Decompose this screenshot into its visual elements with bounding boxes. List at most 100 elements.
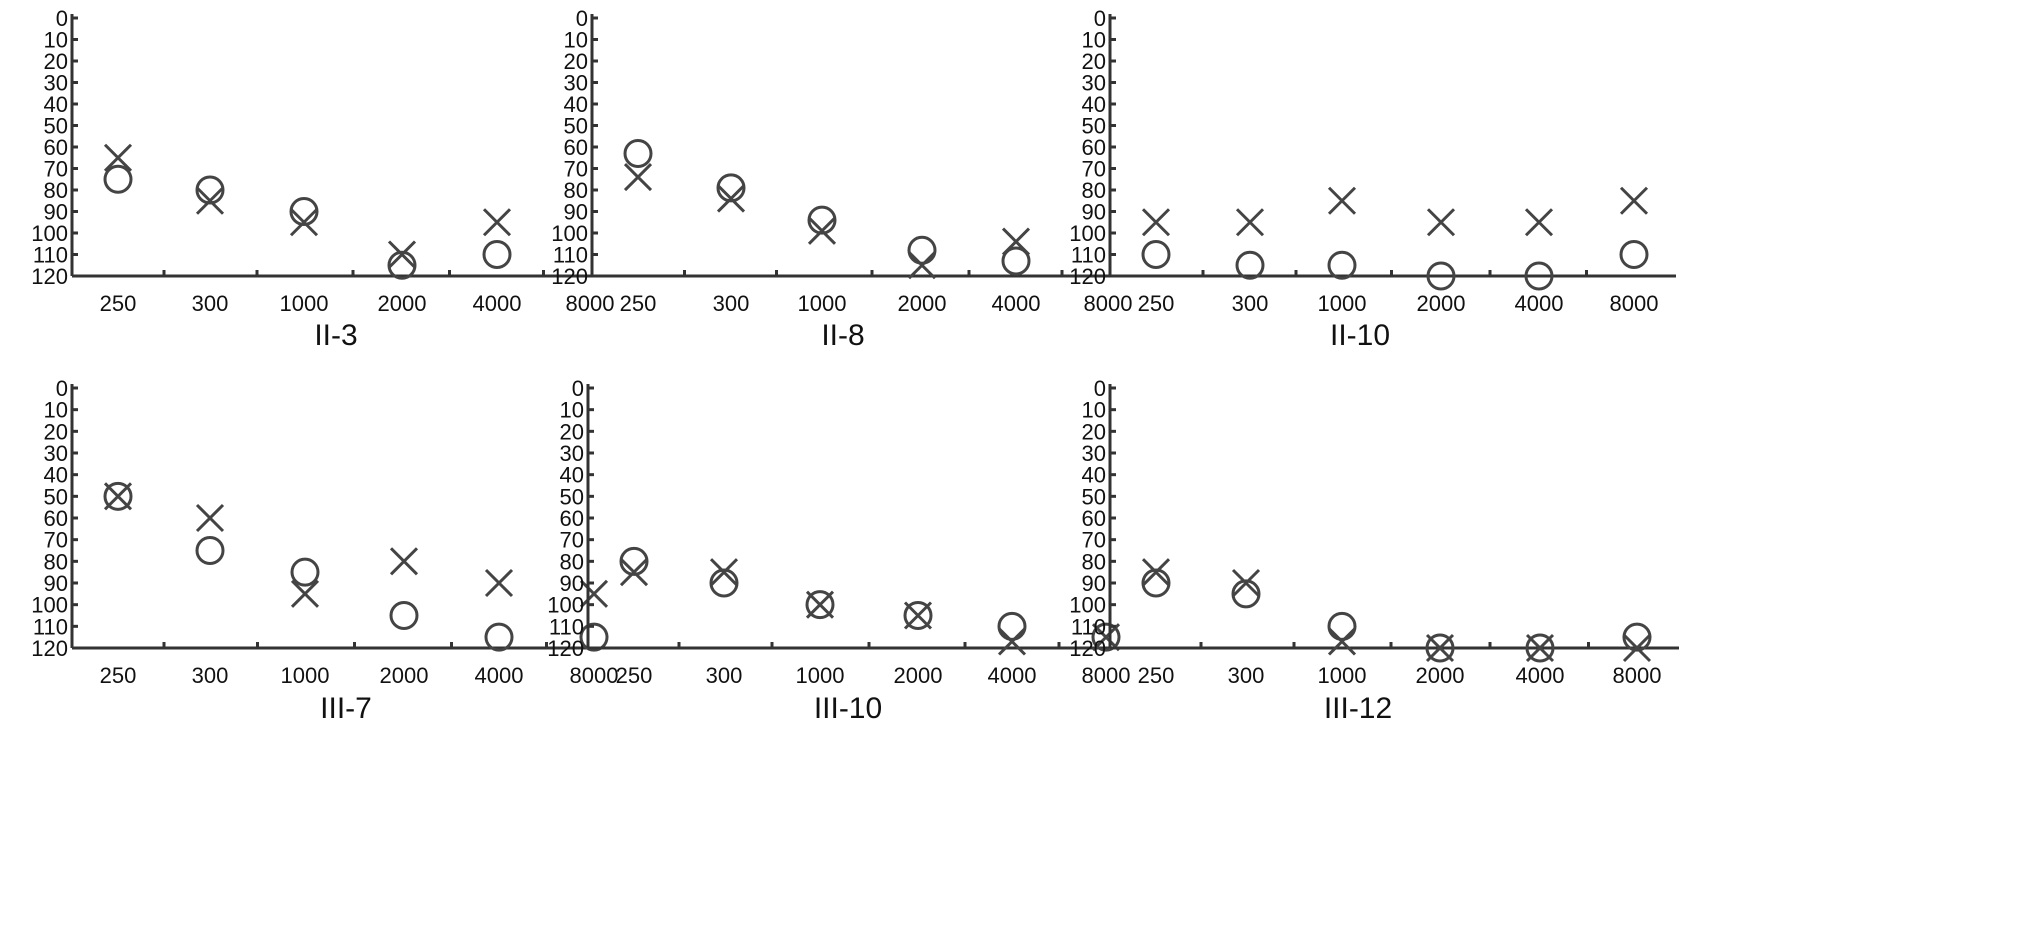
x-tick-label: 4000 bbox=[1516, 663, 1565, 688]
x-tick-label: 8000 bbox=[1613, 663, 1662, 688]
data-point-cross bbox=[709, 558, 739, 587]
y-tick-label: 30 bbox=[1082, 441, 1106, 466]
data-point-circle bbox=[1622, 622, 1652, 652]
panel-title: III-10 bbox=[814, 692, 882, 725]
data-point-cross bbox=[907, 251, 937, 280]
x-tick-label: 2000 bbox=[1416, 663, 1465, 688]
y-tick-label: 40 bbox=[1082, 463, 1106, 488]
data-point-cross bbox=[1231, 568, 1261, 598]
panel-title: II-10 bbox=[1330, 319, 1390, 352]
x-tick-label: 300 bbox=[1232, 291, 1269, 316]
y-tick-label: 30 bbox=[44, 71, 68, 96]
data-point-cross bbox=[1091, 623, 1121, 652]
data-point-cross bbox=[482, 208, 512, 237]
data-point-circle bbox=[579, 622, 609, 652]
y-tick-label: 40 bbox=[1082, 92, 1106, 117]
y-tick-label: 70 bbox=[560, 528, 584, 553]
y-tick-label: 110 bbox=[33, 614, 68, 639]
y-tick-label: 100 bbox=[31, 221, 68, 246]
data-point-cross bbox=[1327, 627, 1357, 656]
data-point-cross bbox=[1235, 208, 1265, 237]
data-point-circle bbox=[103, 164, 133, 194]
x-tick-label: 1000 bbox=[1318, 291, 1367, 316]
x-tick-label: 2000 bbox=[380, 663, 429, 688]
data-point-circle bbox=[623, 138, 653, 168]
y-tick-label: 70 bbox=[44, 528, 68, 553]
panel-title: III-7 bbox=[320, 692, 372, 725]
y-tick-label: 40 bbox=[44, 463, 68, 488]
y-tick-label: 80 bbox=[1082, 549, 1106, 574]
y-tick-label: 100 bbox=[1069, 221, 1106, 246]
data-point-cross bbox=[1141, 558, 1171, 587]
y-tick-label: 10 bbox=[1082, 28, 1106, 53]
x-tick-label: 8000 bbox=[570, 663, 619, 688]
y-tick-label: 80 bbox=[564, 178, 588, 203]
data-point-cross bbox=[579, 579, 609, 608]
y-tick-label: 0 bbox=[56, 376, 68, 401]
x-tick-label: 2000 bbox=[894, 663, 943, 688]
x-tick-label: 4000 bbox=[473, 291, 522, 316]
y-tick-label: 110 bbox=[1071, 243, 1106, 268]
panel-title: II-8 bbox=[821, 319, 864, 352]
x-tick-label: 250 bbox=[1138, 291, 1175, 316]
y-tick-label: 120 bbox=[1069, 264, 1106, 289]
data-point-circle bbox=[1231, 579, 1261, 609]
y-tick-label: 90 bbox=[560, 571, 584, 596]
data-point-cross bbox=[387, 240, 417, 269]
y-tick-label: 110 bbox=[549, 614, 584, 639]
y-tick-label: 60 bbox=[44, 135, 68, 160]
data-point-circle bbox=[484, 622, 514, 652]
data-point-cross bbox=[1001, 227, 1031, 256]
y-tick-label: 50 bbox=[1082, 114, 1106, 139]
x-tick-label: 250 bbox=[100, 291, 137, 316]
y-tick-label: 30 bbox=[564, 71, 588, 96]
data-point-cross bbox=[1426, 208, 1456, 237]
data-point-cross bbox=[103, 143, 133, 172]
x-tick-label: 300 bbox=[192, 291, 229, 316]
data-point-circle bbox=[195, 536, 225, 565]
x-tick-label: 300 bbox=[706, 663, 743, 688]
y-tick-label: 10 bbox=[560, 398, 584, 423]
y-tick-label: 90 bbox=[44, 200, 68, 225]
data-point-circle bbox=[716, 173, 746, 203]
data-point-circle bbox=[805, 590, 835, 620]
y-tick-label: 30 bbox=[1082, 71, 1106, 96]
y-tick-label: 70 bbox=[564, 157, 588, 182]
data-point-cross bbox=[195, 503, 225, 533]
y-tick-label: 50 bbox=[44, 484, 68, 509]
x-tick-label: 250 bbox=[1138, 663, 1175, 688]
data-point-circle bbox=[1525, 633, 1555, 663]
y-tick-label: 10 bbox=[44, 398, 68, 423]
data-point-cross bbox=[290, 579, 320, 608]
data-point-circle bbox=[997, 611, 1027, 641]
data-point-cross bbox=[997, 627, 1027, 656]
y-tick-label: 100 bbox=[547, 593, 584, 618]
data-point-circle bbox=[1235, 250, 1265, 280]
data-point-cross bbox=[807, 216, 837, 245]
y-tick-label: 10 bbox=[44, 28, 68, 53]
x-tick-label: 2000 bbox=[898, 291, 947, 316]
data-point-circle bbox=[389, 601, 419, 630]
y-tick-label: 40 bbox=[560, 463, 584, 488]
data-point-circle bbox=[289, 197, 319, 226]
data-point-cross bbox=[623, 163, 653, 192]
data-point-cross bbox=[1425, 633, 1455, 663]
data-point-circle bbox=[195, 175, 225, 205]
y-tick-label: 70 bbox=[44, 157, 68, 182]
panel-title: III-12 bbox=[1324, 692, 1392, 725]
data-point-circle bbox=[807, 205, 837, 235]
x-tick-label: 4000 bbox=[475, 663, 524, 688]
y-tick-label: 120 bbox=[31, 636, 68, 661]
y-tick-label: 100 bbox=[1069, 593, 1106, 618]
data-point-circle bbox=[903, 601, 933, 630]
data-point-circle bbox=[709, 568, 739, 598]
y-tick-label: 100 bbox=[551, 221, 588, 246]
x-tick-label: 300 bbox=[713, 291, 750, 316]
x-tick-label: 1000 bbox=[281, 663, 330, 688]
y-tick-label: 40 bbox=[564, 92, 588, 117]
data-point-cross bbox=[716, 184, 746, 213]
